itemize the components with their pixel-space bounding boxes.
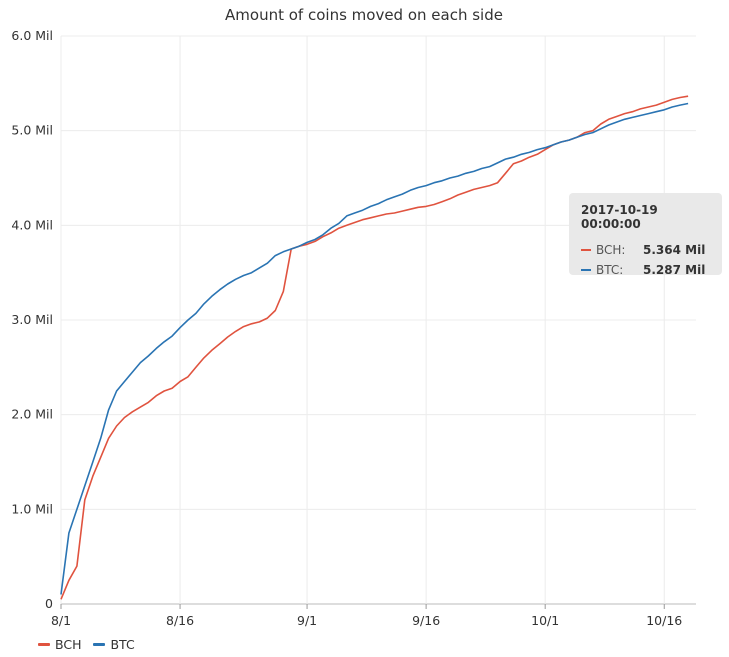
y-tick-label: 5.0 Mil: [11, 123, 53, 138]
legend-item-btc[interactable]: BTC: [93, 637, 135, 652]
legend-label-bch: BCH: [55, 637, 82, 652]
x-tick-label: 10/1: [531, 613, 559, 628]
legend-label-btc: BTC: [110, 637, 135, 652]
series-line-btc: [60, 102, 689, 595]
tooltip-row-btc: BTC: 5.287 Mil: [581, 260, 710, 280]
tooltip-label-btc: BTC:: [596, 263, 624, 277]
chart-legend: BCH BTC: [38, 637, 147, 652]
y-tick-label: 4.0 Mil: [11, 217, 53, 232]
tooltip-swatch-bch: [581, 249, 591, 251]
tooltip-value-btc: 5.287 Mil: [643, 263, 706, 277]
y-tick-label: 2.0 Mil: [11, 407, 53, 422]
x-tick-label: 8/16: [166, 613, 194, 628]
series-line-bch: [60, 95, 689, 600]
y-tick-label: 3.0 Mil: [11, 312, 53, 327]
legend-swatch-btc: [93, 643, 106, 646]
tooltip-header: 2017-10-19 00:00:00: [581, 203, 658, 231]
hover-tooltip: 2017-10-19 00:00:00 BCH: 5.364 Mil BTC: …: [569, 193, 722, 277]
legend-swatch-bch: [38, 643, 50, 646]
tooltip-label-bch: BCH:: [596, 243, 626, 257]
legend-item-bch[interactable]: BCH: [38, 637, 81, 652]
y-tick-label: 6.0 Mil: [11, 28, 53, 43]
x-tick-label: 9/1: [297, 613, 317, 628]
tooltip-value-bch: 5.364 Mil: [643, 243, 706, 257]
series-lines: [60, 95, 689, 600]
x-tick-label: 9/16: [412, 613, 440, 628]
chart-title: Amount of coins moved on each side: [225, 6, 503, 24]
y-tick-label: 0: [45, 596, 53, 611]
tooltip-row-bch: BCH: 5.364 Mil: [581, 240, 710, 260]
y-tick-label: 1.0 Mil: [11, 501, 53, 516]
x-tick-label: 10/16: [646, 613, 682, 628]
axes: 0 1.0 Mil 2.0 Mil 3.0 Mil 4.0 Mil 5.0 Mil 6.0 …: [11, 28, 682, 628]
gridlines: [60, 35, 696, 605]
tooltip-swatch-btc: [581, 269, 591, 271]
x-tick-label: 8/1: [51, 613, 71, 628]
